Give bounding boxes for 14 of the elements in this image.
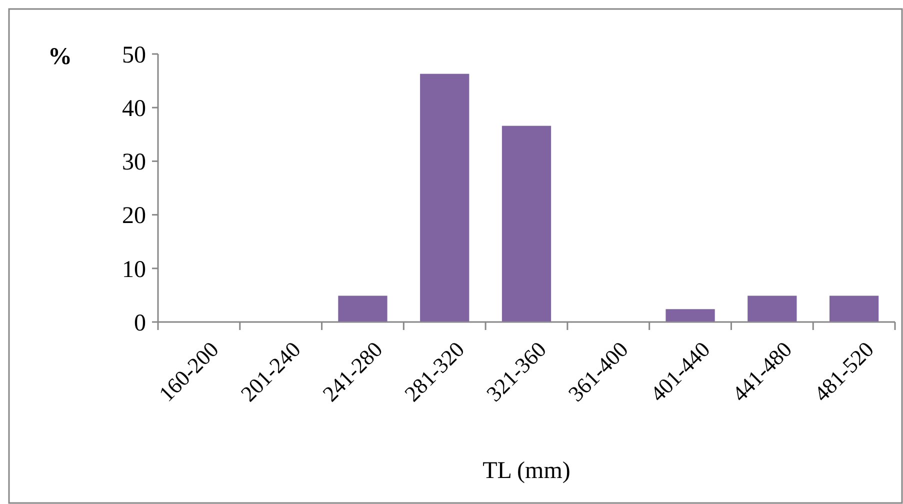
bar xyxy=(420,74,470,322)
bar xyxy=(666,309,715,322)
y-tick-label: 0 xyxy=(134,310,146,336)
y-axis-title: % xyxy=(48,44,72,70)
y-tick-label: 40 xyxy=(122,96,146,122)
bar xyxy=(829,296,879,322)
y-tick-label: 30 xyxy=(122,150,146,176)
y-tick-label: 20 xyxy=(122,203,146,230)
y-tick-label: 50 xyxy=(122,42,146,68)
bar xyxy=(338,296,388,322)
y-tick-label: 10 xyxy=(122,256,146,283)
x-axis-title: TL (mm) xyxy=(482,458,570,484)
bar xyxy=(748,296,797,322)
bar xyxy=(502,126,552,322)
